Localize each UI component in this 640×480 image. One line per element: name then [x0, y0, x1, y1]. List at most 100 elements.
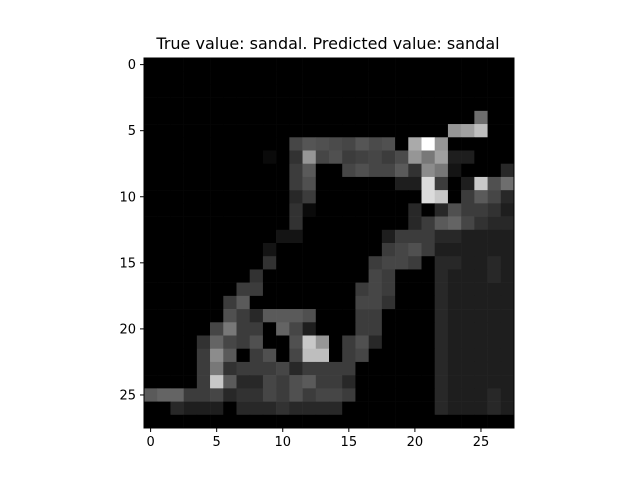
heatmap-cell: [461, 229, 475, 244]
heatmap-cell: [210, 110, 224, 125]
heatmap-cell: [447, 150, 462, 165]
heatmap-cell: [329, 348, 343, 363]
heatmap-cell: [276, 150, 290, 165]
heatmap-cell: [395, 309, 409, 323]
heatmap-cell: [315, 243, 330, 257]
heatmap-cell: [262, 190, 277, 204]
heatmap-cell: [262, 176, 277, 191]
heatmap-cell: [500, 401, 515, 416]
heatmap-cell: [395, 335, 409, 350]
heatmap-cell: [183, 375, 198, 389]
heatmap-cell: [262, 375, 277, 389]
heatmap-cell: [276, 322, 290, 336]
heatmap-cell: [262, 84, 277, 98]
heatmap-cell: [447, 190, 462, 204]
heatmap-cell: [170, 361, 184, 376]
heatmap-cell: [421, 229, 436, 244]
heatmap-cell: [381, 309, 396, 323]
heatmap-cell: [329, 282, 343, 297]
heatmap-cell: [210, 229, 224, 244]
heatmap-cell: [355, 110, 369, 125]
heatmap-cell: [355, 309, 369, 323]
axes-frame: [143, 57, 515, 429]
heatmap-image: [144, 58, 515, 429]
heatmap-cell: [223, 401, 237, 416]
heatmap-cell: [487, 401, 502, 416]
heatmap-cell: [474, 335, 488, 350]
heatmap-cell: [249, 309, 264, 323]
heatmap-cell: [461, 58, 475, 72]
heatmap-cell: [342, 150, 356, 165]
heatmap-cell: [447, 110, 462, 125]
x-tick-label: 0: [146, 435, 154, 450]
heatmap-cell: [249, 361, 264, 376]
heatmap-cell: [210, 295, 224, 310]
heatmap-cell: [157, 137, 171, 151]
heatmap-cell: [474, 375, 488, 389]
heatmap-cell: [262, 216, 277, 231]
heatmap-cell: [262, 203, 277, 217]
heatmap-cell: [315, 97, 330, 112]
heatmap-cell: [500, 322, 515, 336]
heatmap-cell: [302, 388, 317, 402]
heatmap-cell: [196, 401, 211, 416]
heatmap-cell: [500, 203, 515, 217]
heatmap-cell: [329, 137, 343, 151]
heatmap-cell: [210, 203, 224, 217]
heatmap-cell: [329, 322, 343, 336]
heatmap-cell: [289, 216, 303, 231]
heatmap-cell: [315, 58, 330, 72]
heatmap-cell: [157, 84, 171, 98]
heatmap-cell: [249, 71, 264, 85]
heatmap-cell: [249, 97, 264, 112]
heatmap-cell: [289, 176, 303, 191]
heatmap-cell: [170, 348, 184, 363]
heatmap-cell: [461, 269, 475, 283]
heatmap-cell: [157, 295, 171, 310]
heatmap-cell: [487, 84, 502, 98]
heatmap-cell: [157, 401, 171, 416]
y-tick-label: 25: [119, 388, 136, 403]
heatmap-cell: [170, 256, 184, 270]
heatmap-cell: [447, 335, 462, 350]
heatmap-cell: [236, 203, 251, 217]
chart-title: True value: sandal. Predicted value: san…: [155, 34, 499, 53]
heatmap-cell: [355, 163, 369, 178]
heatmap-cell: [236, 84, 251, 98]
heatmap-cell: [302, 401, 317, 416]
heatmap-cell: [434, 401, 449, 416]
heatmap-cell: [421, 163, 436, 178]
heatmap-cell: [342, 137, 356, 151]
heatmap-cell: [342, 295, 356, 310]
heatmap-cell: [144, 203, 158, 217]
heatmap-cell: [368, 348, 383, 363]
heatmap-cell: [223, 269, 237, 283]
heatmap-cell: [210, 335, 224, 350]
heatmap-cell: [183, 335, 198, 350]
heatmap-cell: [315, 216, 330, 231]
heatmap-cell: [434, 110, 449, 125]
heatmap-cell: [236, 335, 251, 350]
heatmap-cell: [421, 269, 436, 283]
heatmap-cell: [223, 348, 237, 363]
heatmap-cell: [223, 163, 237, 178]
heatmap-cell: [408, 256, 422, 270]
heatmap-cell: [157, 348, 171, 363]
heatmap-cell: [342, 190, 356, 204]
heatmap-cell: [223, 295, 237, 310]
heatmap-cell: [210, 401, 224, 416]
heatmap-cell: [196, 322, 211, 336]
heatmap-cell: [487, 388, 502, 402]
heatmap-cell: [196, 58, 211, 72]
heatmap-cell: [434, 322, 449, 336]
heatmap-cell: [368, 97, 383, 112]
heatmap-cell: [157, 335, 171, 350]
x-tick-label: 25: [473, 435, 490, 450]
heatmap-cell: [395, 388, 409, 402]
heatmap-cell: [249, 388, 264, 402]
heatmap-cell: [289, 295, 303, 310]
x-tick-label: 20: [407, 435, 424, 450]
heatmap-cell: [249, 229, 264, 244]
heatmap-cell: [434, 269, 449, 283]
heatmap-cell: [395, 375, 409, 389]
